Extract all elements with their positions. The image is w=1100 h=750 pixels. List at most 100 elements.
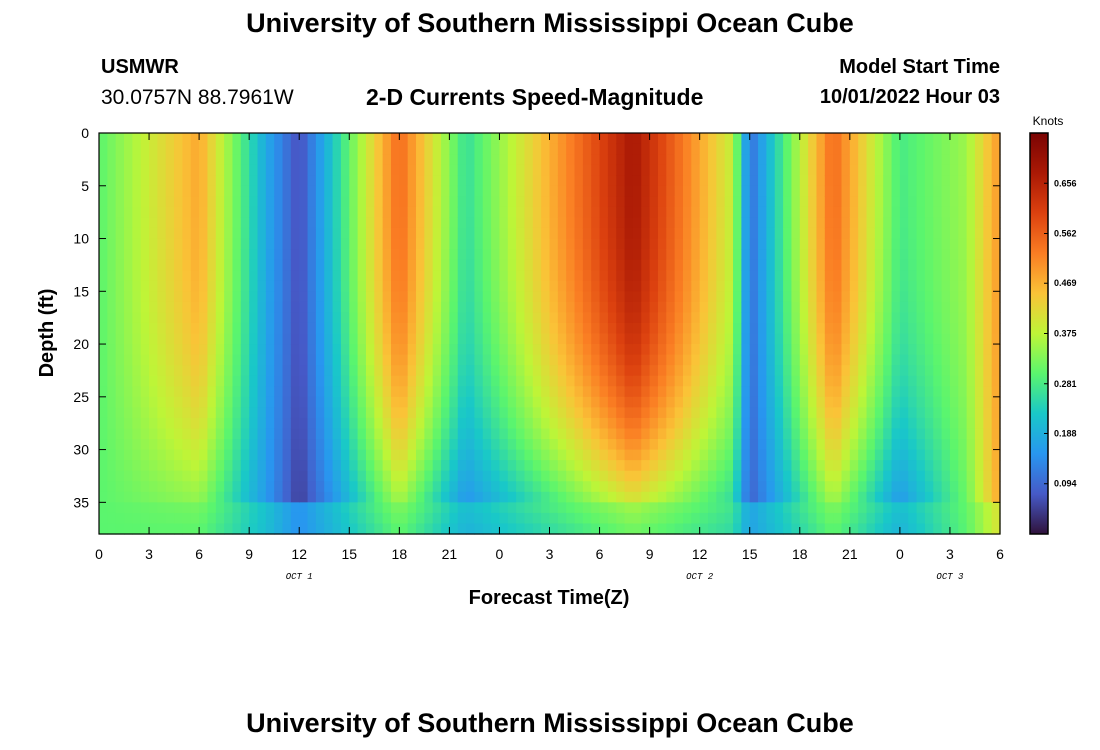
heatmap-cell <box>983 312 993 324</box>
heatmap-cell <box>432 164 442 176</box>
heatmap-cell <box>157 312 167 324</box>
heatmap-cell <box>916 280 926 292</box>
heatmap-cell <box>457 227 467 240</box>
heatmap-cell <box>699 344 709 356</box>
heatmap-cell <box>874 512 884 525</box>
heatmap-cell <box>382 502 392 514</box>
heatmap-cell <box>657 249 667 261</box>
heatmap-cell <box>207 133 217 145</box>
heatmap-cell <box>482 270 492 282</box>
x-tick-label: 0 <box>896 546 904 562</box>
heatmap-cell <box>232 291 242 303</box>
heatmap-cell <box>632 185 642 197</box>
heatmap-cell <box>899 428 909 440</box>
heatmap-cell <box>741 470 751 482</box>
heatmap-cell <box>716 249 726 261</box>
heatmap-cell <box>115 344 125 356</box>
heatmap-cell <box>599 333 609 345</box>
heatmap-cell <box>708 291 717 303</box>
heatmap-cell <box>708 344 717 356</box>
heatmap-cell <box>124 386 133 398</box>
heatmap-cell <box>115 322 125 335</box>
heatmap-cell <box>149 449 158 461</box>
heatmap-cell <box>424 407 434 419</box>
heatmap-cell <box>474 407 484 419</box>
heatmap-cell <box>774 143 784 155</box>
heatmap-cell <box>174 470 184 482</box>
y-tick-label: 30 <box>73 442 89 458</box>
heatmap-cell <box>491 143 501 155</box>
heatmap-cell <box>791 185 801 197</box>
heatmap-cell <box>883 196 893 208</box>
heatmap-cell <box>724 217 734 229</box>
heatmap-cell <box>516 460 526 472</box>
heatmap-cell <box>457 396 467 408</box>
heatmap-cell <box>983 386 993 398</box>
heatmap-cell <box>899 354 909 366</box>
heatmap-cell <box>733 143 742 155</box>
heatmap-cell <box>416 280 425 292</box>
heatmap-cell <box>599 322 609 335</box>
heatmap-cell <box>874 154 884 166</box>
heatmap-cell <box>199 185 209 197</box>
heatmap-cell <box>182 196 192 208</box>
heatmap-cell <box>991 175 1001 187</box>
heatmap-cell <box>808 164 818 176</box>
heatmap-cell <box>466 460 476 472</box>
heatmap-cell <box>99 502 108 514</box>
heatmap-cell <box>599 259 609 271</box>
heatmap-cell <box>566 291 576 303</box>
heatmap-cell <box>115 481 125 493</box>
heatmap-cell <box>541 365 551 377</box>
heatmap-cell <box>733 512 742 525</box>
heatmap-cell <box>933 375 943 387</box>
heatmap-cell <box>899 439 909 451</box>
heatmap-cell <box>107 354 117 366</box>
heatmap-cell <box>224 354 234 366</box>
heatmap-cell <box>432 375 442 387</box>
heatmap-cell <box>649 354 659 366</box>
heatmap-cell <box>457 439 467 451</box>
heatmap-cell <box>808 196 818 208</box>
heatmap-cell <box>783 143 793 155</box>
heatmap-cell <box>549 259 559 271</box>
heatmap-cell <box>582 491 592 503</box>
heatmap-cell <box>566 354 576 366</box>
heatmap-cell <box>149 386 158 398</box>
heatmap-cell <box>858 439 868 451</box>
heatmap-cell <box>691 259 701 271</box>
heatmap-cell <box>165 470 175 482</box>
heatmap-cell <box>315 407 325 419</box>
heatmap-cell <box>616 322 626 335</box>
heatmap-cell <box>532 491 542 503</box>
heatmap-cell <box>374 280 384 292</box>
heatmap-cell <box>983 291 993 303</box>
heatmap-cell <box>132 175 142 187</box>
heatmap-cell <box>974 523 984 535</box>
heatmap-cell <box>332 407 342 419</box>
heatmap-cell <box>666 196 676 208</box>
heatmap-cell <box>507 196 517 208</box>
heatmap-cell <box>507 291 517 303</box>
heatmap-cell <box>516 291 526 303</box>
heatmap-cell <box>607 238 617 250</box>
heatmap-cell <box>174 333 184 345</box>
heatmap-cell <box>557 502 567 514</box>
heatmap-cell <box>958 491 968 503</box>
heatmap-cell <box>157 291 167 303</box>
heatmap-cell <box>299 460 309 472</box>
heatmap-cell <box>149 491 158 503</box>
heatmap-cell <box>240 386 250 398</box>
heatmap-cell <box>916 481 926 493</box>
heatmap-cell <box>974 396 984 408</box>
heatmap-cell <box>816 354 826 366</box>
heatmap-cell <box>632 523 642 535</box>
heatmap-cell <box>307 322 317 335</box>
heatmap-cell <box>632 417 642 430</box>
heatmap-cell <box>916 439 926 451</box>
heatmap-cell <box>724 417 734 430</box>
heatmap-cell <box>315 481 325 493</box>
heatmap-cell <box>357 344 367 356</box>
heatmap-cell <box>574 333 584 345</box>
heatmap-cell <box>482 439 492 451</box>
